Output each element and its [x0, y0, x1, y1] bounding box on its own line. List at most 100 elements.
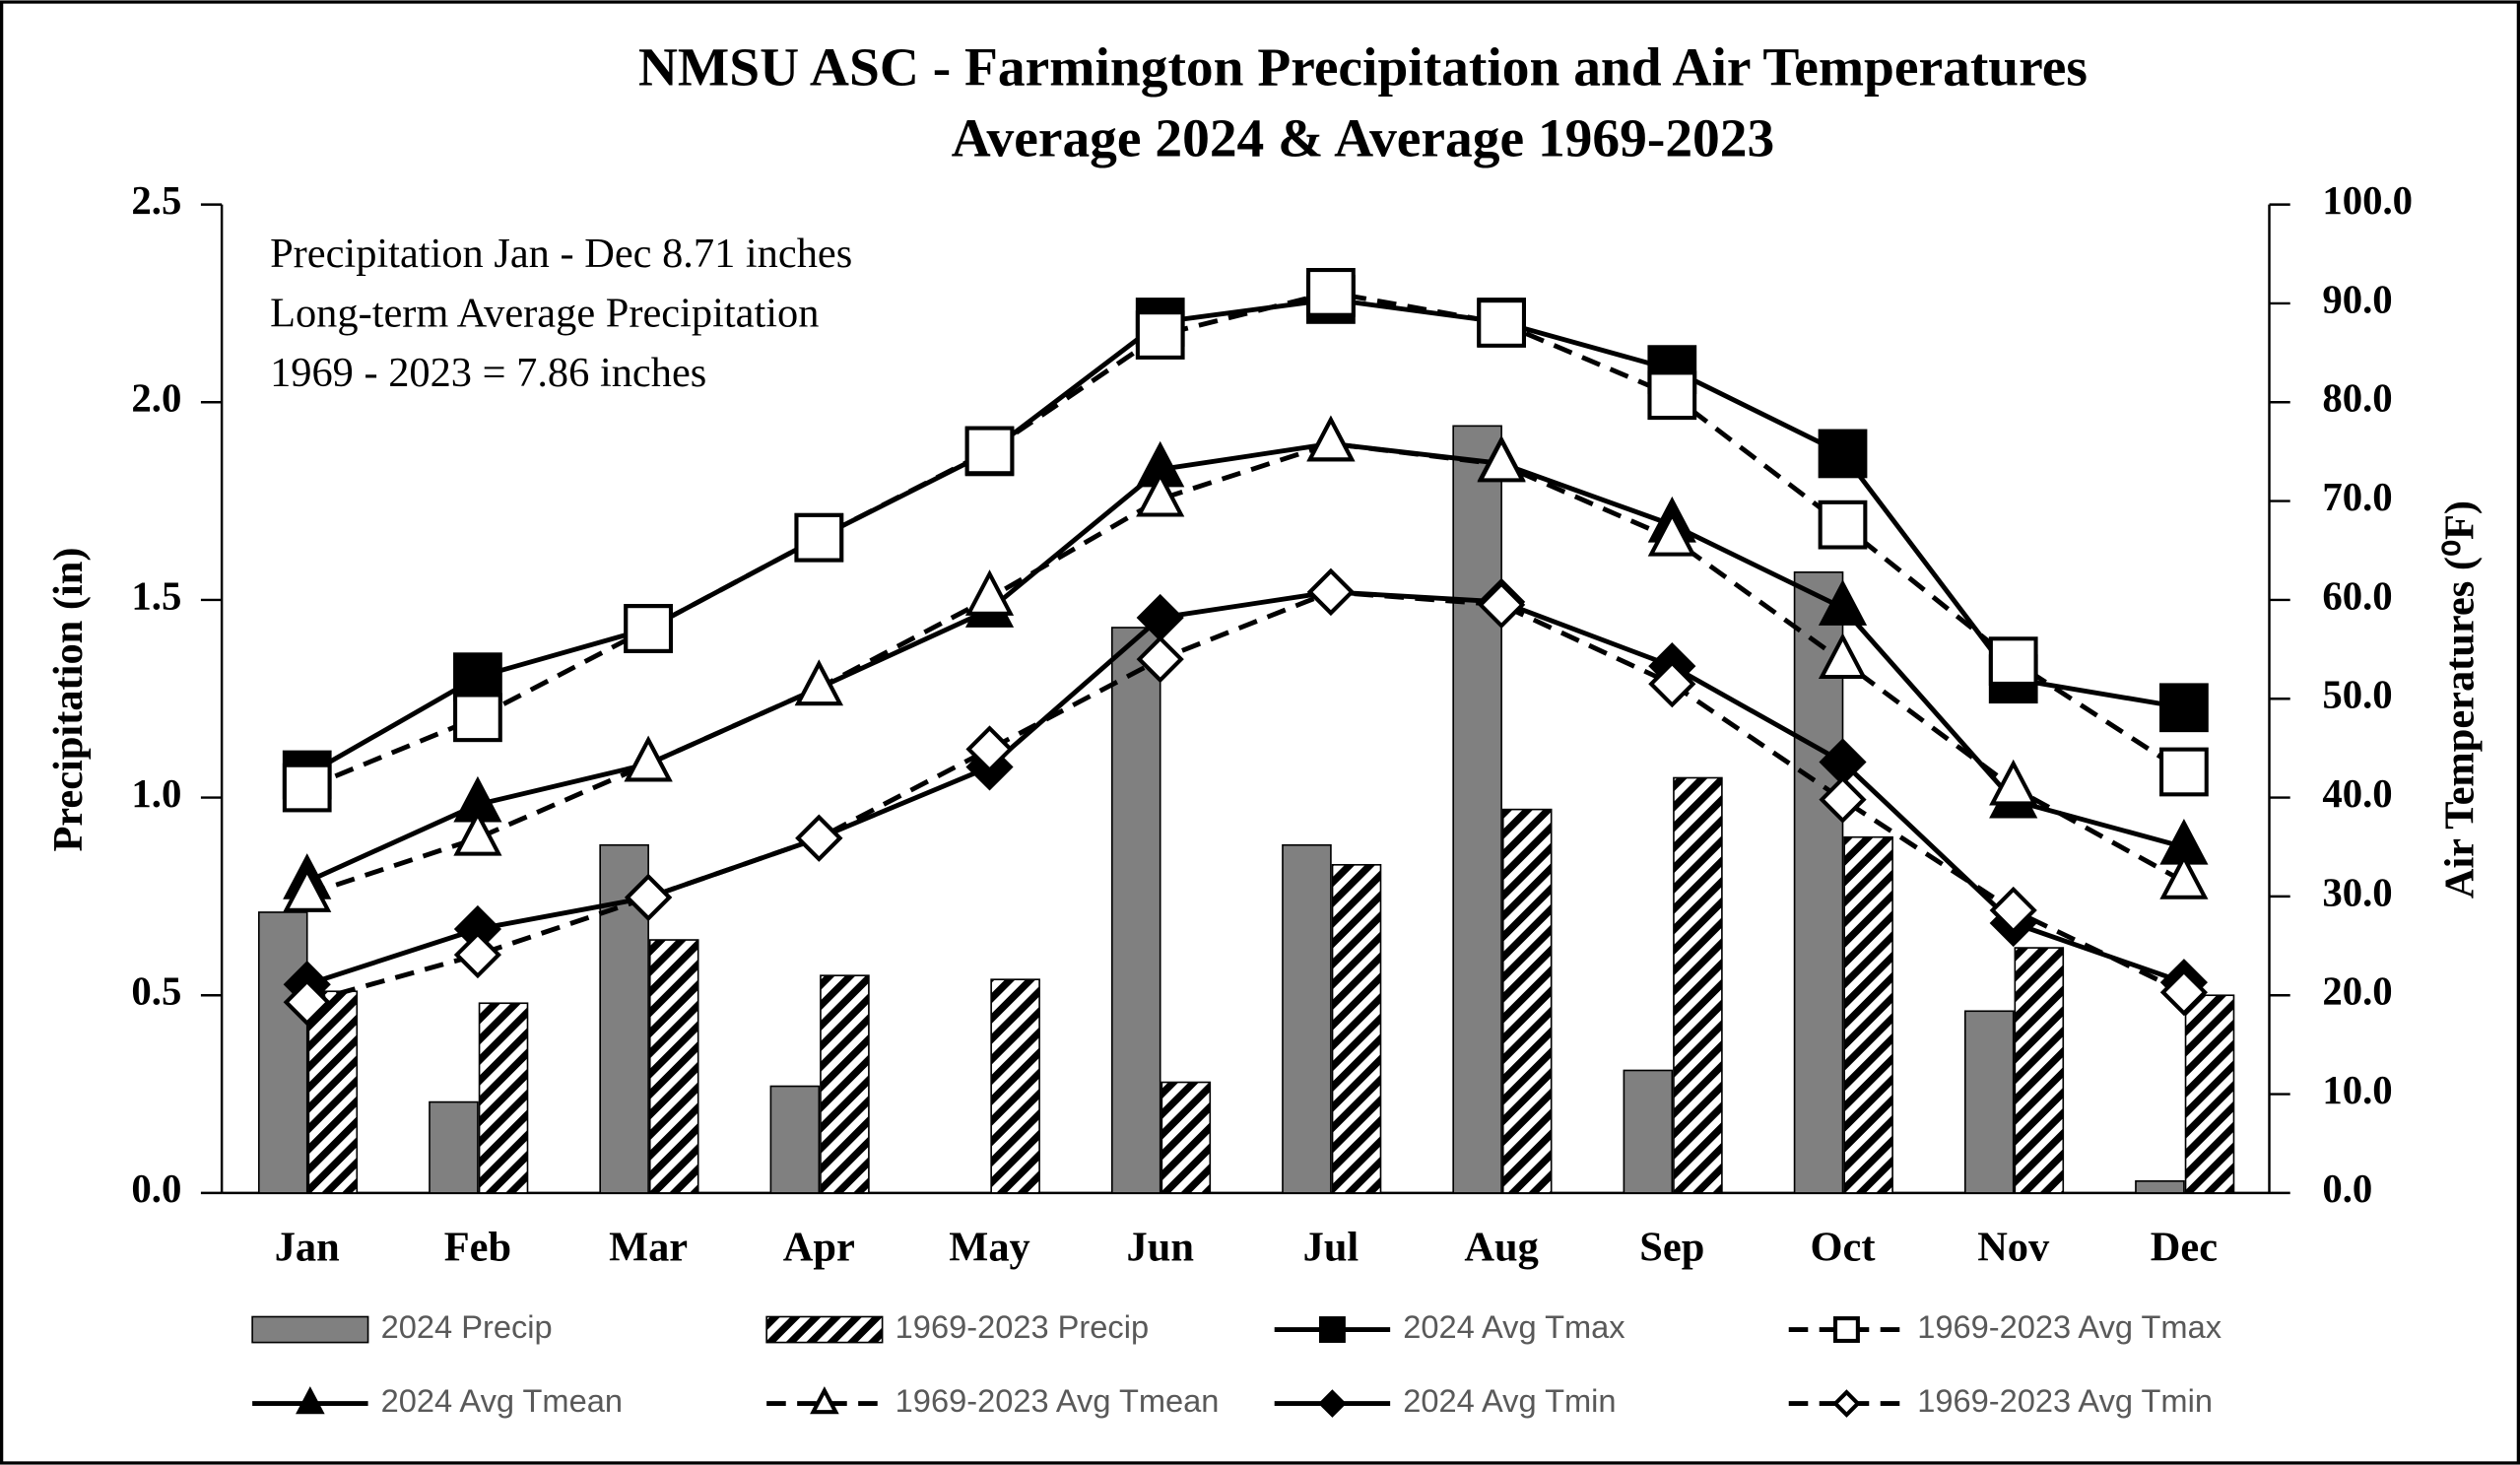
marker: [794, 659, 843, 706]
marker: [625, 873, 673, 921]
y-axis-label: Precipitation (in): [45, 548, 92, 852]
marker: [2159, 853, 2209, 899]
line: [305, 440, 2186, 898]
line: [305, 297, 2185, 777]
marker: [964, 569, 1015, 616]
marker: [1818, 499, 1868, 550]
marker: [1818, 633, 1868, 680]
y-tick-label: 2.5: [131, 178, 181, 223]
legend-label: 1969-2023 Avg Tmax: [1917, 1308, 2222, 1345]
legend-marker: [1318, 1389, 1347, 1418]
y-tick-label: 1.5: [131, 573, 181, 618]
bar: [429, 1100, 479, 1194]
annotation: Precipitation Jan - Dec 8.71 inches: [270, 231, 852, 277]
annotation: Long-term Average Precipitation: [270, 291, 819, 337]
marker: [1136, 635, 1184, 684]
legend-label: 1969-2023 Avg Tmin: [1917, 1382, 2213, 1419]
marker: [1818, 429, 1868, 479]
bar: [648, 939, 699, 1194]
marker: [453, 931, 502, 979]
marker: [624, 735, 673, 782]
bar: [1963, 1010, 2015, 1194]
marker: [282, 763, 332, 813]
bar: [820, 974, 870, 1194]
y2-tick-label: 60.0: [2322, 573, 2392, 618]
x-tick-label: Mar: [609, 1224, 688, 1270]
marker: [1306, 567, 1356, 616]
marker: [965, 725, 1014, 773]
marker: [964, 426, 1015, 476]
x-tick-label: Feb: [444, 1224, 511, 1270]
line: [305, 290, 2186, 790]
legend-marker: [1318, 1316, 1346, 1344]
marker: [1988, 636, 2038, 686]
marker: [453, 693, 502, 743]
bar: [769, 1085, 821, 1194]
y2-tick-label: 30.0: [2322, 870, 2392, 914]
y2-tick-label: 100.0: [2322, 178, 2413, 223]
marker: [1989, 759, 2038, 806]
line: [305, 440, 2185, 885]
y2-axis-label: Air Temperatures (⁰F): [2437, 500, 2484, 899]
bar: [1501, 808, 1553, 1194]
x-tick-label: Oct: [1811, 1224, 1876, 1270]
legend-marker: [810, 1386, 839, 1415]
bar: [307, 990, 359, 1194]
bar: [1843, 835, 1893, 1194]
legend-marker: [1832, 1316, 1860, 1344]
legend-label: 1969-2023 Avg Tmean: [895, 1382, 1220, 1419]
marker: [283, 866, 332, 912]
chart-subtitle: Average 2024 & Average 1969-2023: [952, 107, 1775, 167]
legend-label: 2024 Avg Tmin: [1403, 1382, 1616, 1419]
bar: [1331, 863, 1382, 1194]
x-tick-label: Apr: [783, 1224, 855, 1270]
marker: [795, 814, 843, 862]
marker: [453, 652, 502, 702]
marker: [1647, 370, 1697, 421]
x-tick-label: Dec: [2151, 1224, 2218, 1270]
x-tick-label: Jun: [1127, 1224, 1194, 1270]
x-tick-label: May: [949, 1224, 1029, 1270]
y-tick-label: 1.0: [131, 771, 181, 816]
y2-tick-label: 50.0: [2322, 673, 2392, 717]
legend-marker: [296, 1386, 325, 1415]
marker: [1478, 580, 1526, 630]
x-tick-label: Jan: [275, 1224, 340, 1270]
x-tick-label: Jul: [1303, 1224, 1359, 1270]
marker: [2159, 968, 2208, 1017]
y2-tick-label: 90.0: [2322, 277, 2392, 321]
bar: [1161, 1081, 1212, 1194]
annotation: 1969 - 2023 = 7.86 inches: [270, 350, 706, 396]
marker: [1819, 775, 1867, 824]
y-tick-label: 2.0: [131, 376, 181, 421]
y2-tick-label: 10.0: [2322, 1068, 2392, 1112]
chart-title: NMSU ASC - Farmington Precipitation and …: [638, 37, 2088, 98]
bar: [478, 1002, 529, 1194]
marker: [1136, 470, 1185, 517]
y-tick-label: 0.5: [131, 969, 181, 1014]
bar: [2184, 994, 2235, 1194]
legend-swatch: [251, 1315, 369, 1344]
marker: [2159, 747, 2209, 797]
marker: [1648, 660, 1696, 708]
y2-tick-label: 80.0: [2322, 376, 2392, 421]
marker: [1306, 268, 1356, 317]
bar: [2135, 1180, 2185, 1194]
y2-tick-label: 70.0: [2322, 475, 2392, 519]
marker: [1818, 579, 1868, 626]
marker: [453, 809, 502, 856]
marker: [1477, 435, 1526, 483]
legend-label: 2024 Precip: [381, 1308, 553, 1345]
bar: [1110, 627, 1161, 1194]
bar: [1282, 843, 1332, 1194]
bar: [2014, 947, 2065, 1194]
x-tick-label: Nov: [1977, 1224, 2050, 1270]
x-tick-label: Sep: [1639, 1224, 1704, 1270]
y-tick-label: 0.0: [131, 1166, 181, 1211]
x-tick-label: Aug: [1464, 1224, 1538, 1270]
marker: [624, 604, 674, 653]
bar: [1623, 1069, 1674, 1194]
marker: [1306, 415, 1356, 462]
